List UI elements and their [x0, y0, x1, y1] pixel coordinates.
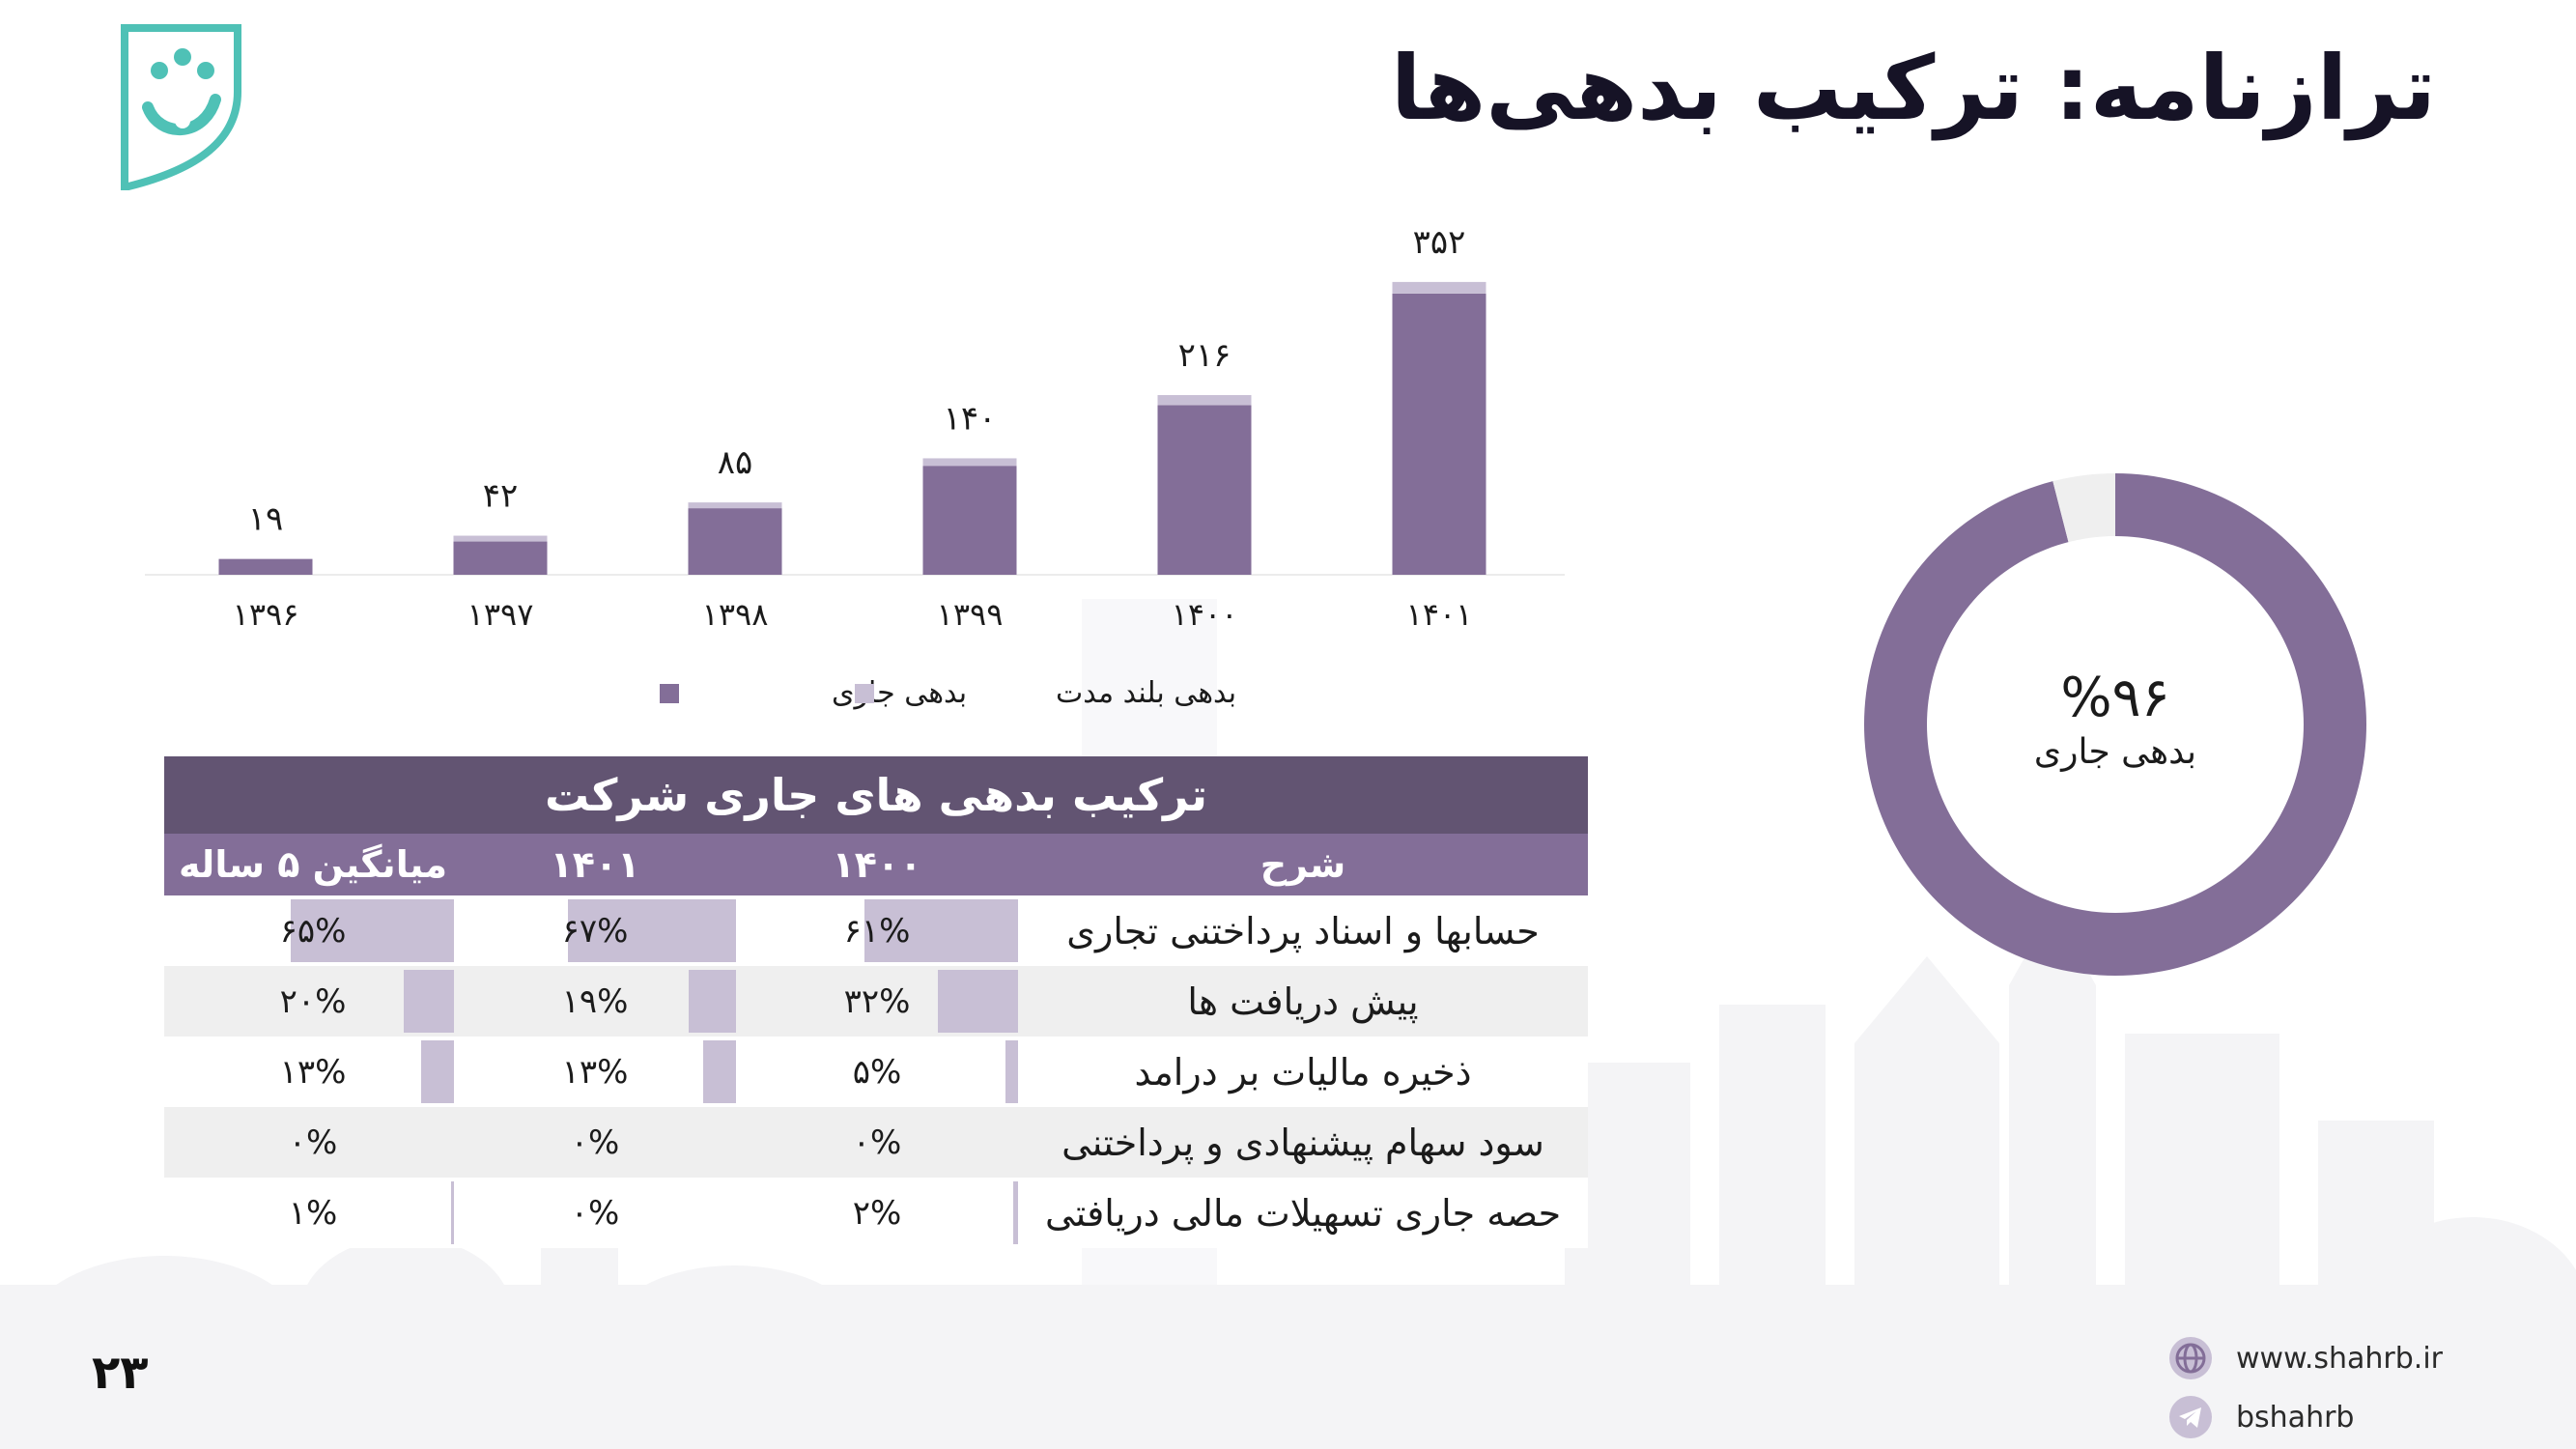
- donut-slice-long-term: [2052, 473, 2115, 543]
- cell-data-bar: [703, 1040, 736, 1103]
- table-cell: ۰%: [454, 1107, 736, 1178]
- telegram-handle[interactable]: bshahrb: [2236, 1400, 2355, 1435]
- bar-long-term-liabilities: [688, 502, 782, 509]
- x-tick-label: ۱۴۰۰: [1172, 596, 1238, 633]
- x-tick-label: ۱۳۹۶: [233, 596, 299, 633]
- cell-value: ۲%: [852, 1193, 902, 1233]
- bar-long-term-liabilities: [453, 535, 548, 542]
- donut-slice-current: [1864, 473, 2366, 976]
- cell-data-bar: [1005, 1040, 1018, 1103]
- cell-data-bar: [937, 970, 1018, 1033]
- website-link[interactable]: www.shahrb.ir: [2236, 1341, 2444, 1376]
- cell-data-bar: [1012, 1181, 1018, 1244]
- x-tick-label: ۱۴۰۱: [1406, 596, 1473, 633]
- bar-current-liabilities: [218, 558, 313, 575]
- bar-long-term-liabilities: [1392, 281, 1486, 294]
- bar-total-label: ۱۹: [248, 500, 284, 539]
- table-cell: ۱۳%: [172, 1037, 454, 1107]
- cell-value: ۰%: [570, 1193, 620, 1233]
- row-description: پیش دریافت ها: [1187, 980, 1419, 1023]
- table-row: ذخیره مالیات بر درامد ۵% ۱۳% ۱۳%: [164, 1037, 1588, 1107]
- cell-value: ۶۵%: [279, 911, 347, 951]
- table-cell: ۲%: [736, 1178, 1018, 1248]
- cell-value: ۱۹%: [561, 981, 629, 1021]
- cell-value: ۰%: [852, 1122, 902, 1162]
- cell-value: ۱%: [288, 1193, 338, 1233]
- row-description: سود سهام پیشنهادی و پرداختنی: [1062, 1121, 1544, 1164]
- table-cell: ۲۰%: [172, 966, 454, 1037]
- cell-value: ۳۲%: [843, 981, 911, 1021]
- legend-long-term-label: بدهی بلند مدت: [1056, 676, 1236, 710]
- bar-total-label: ۳۵۲: [1413, 223, 1466, 262]
- cell-value: ۰%: [288, 1122, 338, 1162]
- bar-total-label: ۲۱۶: [1178, 336, 1231, 375]
- cell-value: ۱۳%: [279, 1052, 347, 1092]
- table-header-5yr-average: میانگین ۵ ساله: [179, 843, 448, 886]
- bar-long-term-liabilities: [922, 458, 1017, 467]
- current-liabilities-donut-chart: [1864, 473, 2366, 976]
- table-row: حسابها و اسناد پرداختنی تجاری ۶۱% ۶۷% ۶۵%: [164, 895, 1588, 966]
- table-header-1400: ۱۴۰۰: [832, 843, 922, 886]
- bar-current-liabilities: [1157, 405, 1252, 575]
- bar-current-liabilities: [453, 541, 548, 575]
- cell-data-bar: [451, 1181, 454, 1244]
- table-row: پیش دریافت ها ۳۲% ۱۹% ۲۰%: [164, 966, 1588, 1037]
- bar-total-label: ۱۴۰: [944, 399, 997, 438]
- table-row: سود سهام پیشنهادی و پرداختنی ۰% ۰% ۰%: [164, 1107, 1588, 1178]
- table-body: حسابها و اسناد پرداختنی تجاری ۶۱% ۶۷% ۶۵% پی…: [164, 895, 1588, 1248]
- x-tick-label: ۱۳۹۸: [702, 596, 769, 633]
- bar-current-liabilities: [1392, 293, 1486, 575]
- bar-long-term-liabilities: [1157, 395, 1252, 406]
- liabilities-bar-chart: ۱۹ ۱۳۹۶ ۴۲ ۱۳۹۷ ۸۵ ۱۳۹۸ ۱۴۰ ۱۳۹۹ ۲۱۶ ۱۴۰۰ ۳۵۲ ۱۴۰۱ ب…: [145, 223, 1565, 710]
- table-header-description: شرح: [1260, 843, 1346, 886]
- table-header-1401: ۱۴۰۱: [550, 843, 640, 886]
- cell-value: ۱۳%: [561, 1052, 629, 1092]
- legend-long-term-swatch: [855, 684, 874, 703]
- x-tick-label: ۱۳۹۹: [937, 596, 1004, 633]
- table-cell: ۰%: [736, 1107, 1018, 1178]
- table-cell: ۱%: [172, 1178, 454, 1248]
- table-header-row: شرح ۱۴۰۰ ۱۴۰۱ میانگین ۵ ساله: [164, 834, 1588, 895]
- x-tick-label: ۱۳۹۷: [467, 596, 534, 633]
- current-liabilities-table: ترکیب بدهی های جاری شرکت شرح ۱۴۰۰ ۱۴۰۱ م…: [164, 756, 1588, 1248]
- cell-data-bar: [421, 1040, 454, 1103]
- legend-current-label: بدهی جاری: [832, 676, 967, 710]
- company-logo: [121, 24, 241, 190]
- globe-icon: [2169, 1337, 2212, 1379]
- table-title: ترکیب بدهی های جاری شرکت: [164, 756, 1588, 834]
- table-cell: ۳۲%: [736, 966, 1018, 1037]
- bar-current-liabilities: [688, 508, 782, 575]
- cell-data-bar: [291, 899, 454, 962]
- table-cell: ۰%: [172, 1107, 454, 1178]
- bar-total-label: ۸۵: [718, 443, 753, 482]
- legend-current-swatch: [660, 684, 679, 703]
- cell-data-bar: [864, 899, 1018, 962]
- table-cell: ۱۳%: [454, 1037, 736, 1107]
- table-cell: ۱۹%: [454, 966, 736, 1037]
- table-cell: ۶۱%: [736, 895, 1018, 966]
- table-cell: ۶۷%: [454, 895, 736, 966]
- row-description: حصه جاری تسهیلات مالی دریافتی: [1044, 1191, 1562, 1235]
- cell-data-bar: [567, 899, 736, 962]
- table-cell: ۰%: [454, 1178, 736, 1248]
- row-description: حسابها و اسناد پرداختنی تجاری: [1066, 909, 1540, 952]
- website-contact[interactable]: www.shahrb.ir: [2168, 1336, 2443, 1380]
- cell-value: ۵%: [852, 1052, 902, 1092]
- cell-value: ۰%: [570, 1122, 620, 1162]
- cell-data-bar: [404, 970, 454, 1033]
- telegram-contact[interactable]: bshahrb: [2168, 1395, 2354, 1439]
- cell-value: ۶۱%: [843, 911, 911, 951]
- cell-data-bar: [688, 970, 736, 1033]
- cell-value: ۶۷%: [561, 911, 629, 951]
- page-number: ۲۳: [92, 1346, 149, 1400]
- cell-value: ۲۰%: [279, 981, 347, 1021]
- telegram-icon: [2169, 1396, 2212, 1438]
- row-description: ذخیره مالیات بر درامد: [1134, 1050, 1472, 1094]
- table-cell: ۶۵%: [172, 895, 454, 966]
- table-row: حصه جاری تسهیلات مالی دریافتی ۲% ۰% ۱%: [164, 1178, 1588, 1248]
- bar-current-liabilities: [922, 466, 1017, 575]
- bar-total-label: ۴۲: [483, 477, 519, 516]
- table-cell: ۵%: [736, 1037, 1018, 1107]
- page-title: ترازنامه: ترکیب بدهی‌ها: [1390, 37, 2436, 140]
